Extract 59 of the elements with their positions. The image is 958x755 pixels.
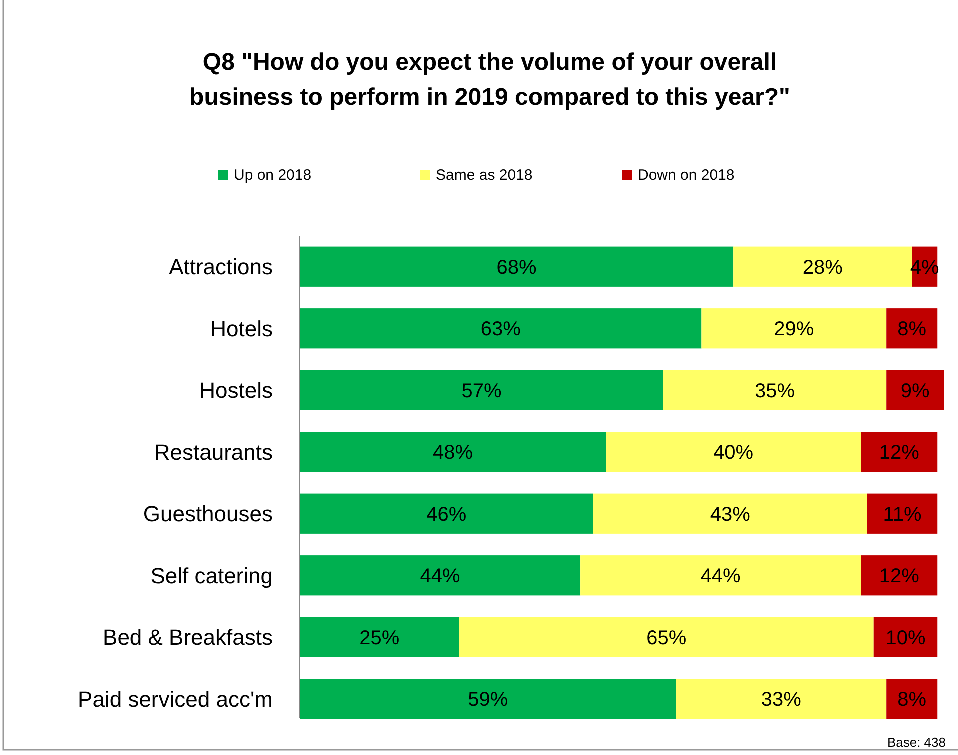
data-label: 33% <box>761 689 802 712</box>
data-label: 25% <box>360 627 400 650</box>
data-label: 10% <box>886 627 926 650</box>
chart-title: Q8 "How do you expect the volume of your overall business to perform in 2019 compared to this year?" <box>190 49 790 111</box>
data-label: 44% <box>700 566 742 588</box>
bar <box>861 556 938 596</box>
data-label: 11% <box>883 504 922 526</box>
data-label: 9% <box>900 380 930 402</box>
data-label: 65% <box>646 627 687 650</box>
bar <box>861 432 938 472</box>
y-tick-label: Hotels <box>210 316 273 342</box>
bar <box>459 617 874 658</box>
data-label: 48% <box>433 442 474 464</box>
data-label: 59% <box>468 689 508 712</box>
y-tick-label: Bed & Breakfasts <box>103 625 273 650</box>
legend-label: Same as 2018 <box>436 167 533 184</box>
data-label: 63% <box>480 318 522 341</box>
y-tick-label: Self catering <box>150 563 273 588</box>
data-label: 46% <box>426 504 467 526</box>
text: Base: 438 <box>887 735 946 750</box>
data-label: 8% <box>898 689 927 712</box>
y-tick-label: Hostels <box>200 378 273 404</box>
bar <box>606 432 862 472</box>
bar <box>300 370 664 410</box>
data-label: 35% <box>755 380 796 402</box>
legend-label: Down on 2018 <box>638 167 735 184</box>
bar <box>702 308 887 349</box>
bar <box>300 494 594 534</box>
data-label: 8% <box>898 318 927 341</box>
y-tick-label: Paid serviced acc'm <box>78 686 273 712</box>
data-label: 12% <box>879 566 920 588</box>
bar <box>663 370 887 410</box>
bar <box>300 679 676 720</box>
data-label: 68% <box>496 256 538 279</box>
bar <box>300 308 702 349</box>
data-label: 40% <box>714 442 754 464</box>
legend-label: Up on 2018 <box>234 167 312 184</box>
bar <box>300 246 734 287</box>
bar <box>676 679 887 720</box>
bar <box>886 308 938 349</box>
y-tick-label: Restaurants <box>154 440 273 465</box>
bar <box>874 617 938 658</box>
bar <box>300 432 606 472</box>
data-label: 57% <box>462 380 502 402</box>
y-tick-label: Attractions <box>169 254 273 280</box>
data-label: 28% <box>802 256 844 279</box>
bar <box>734 246 912 287</box>
y-tick-label: Guesthouses <box>143 502 273 527</box>
bar <box>867 494 938 534</box>
bar <box>300 556 581 596</box>
data-label: 43% <box>710 504 751 526</box>
bar <box>886 679 938 720</box>
bar <box>580 556 862 596</box>
bar <box>593 494 868 534</box>
bar <box>886 370 944 410</box>
data-label: 29% <box>774 318 814 341</box>
data-label: 44% <box>420 566 461 588</box>
bar <box>300 617 460 658</box>
data-label: 12% <box>879 442 920 464</box>
